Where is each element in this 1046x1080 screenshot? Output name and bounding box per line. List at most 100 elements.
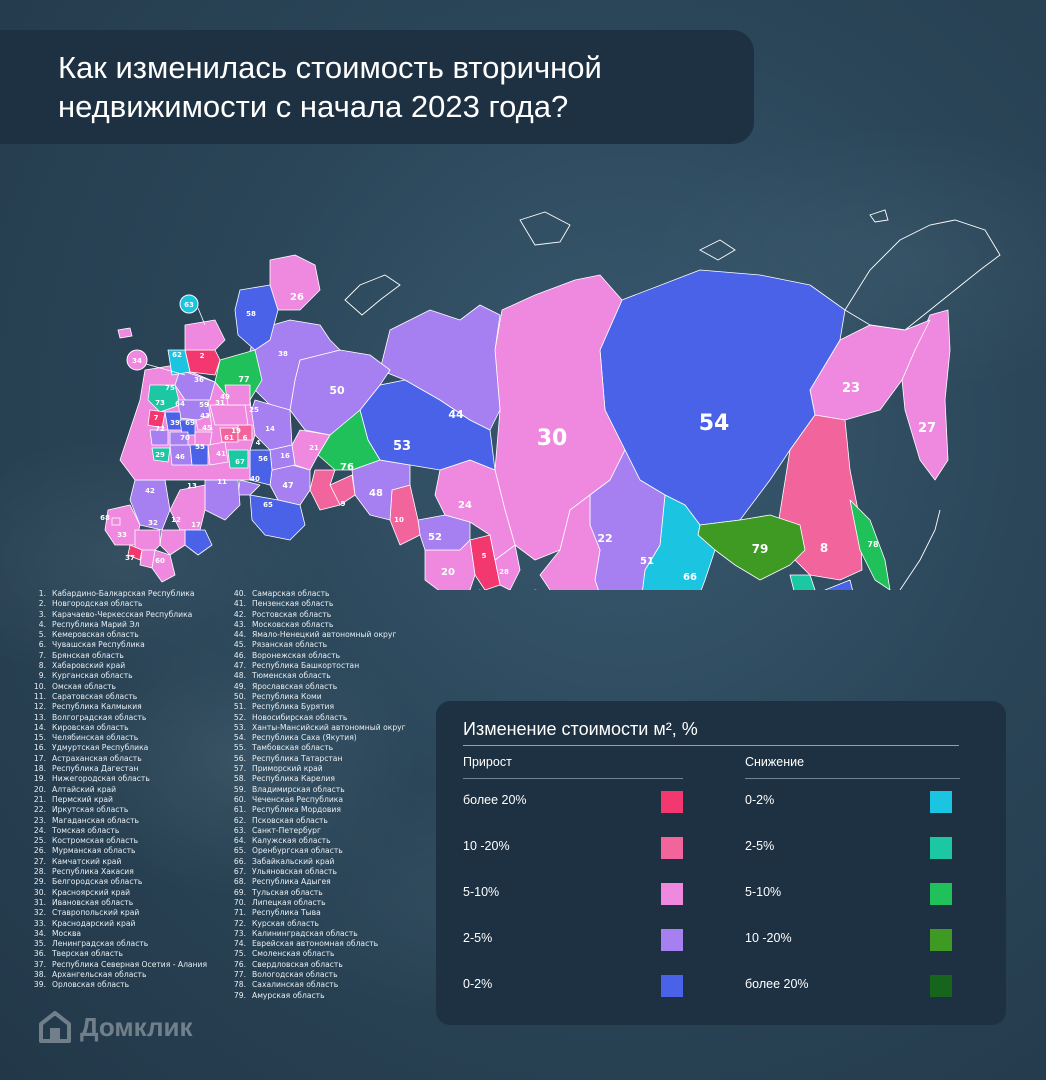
label-58: 58	[246, 310, 256, 318]
region-name: Амурская область	[252, 990, 325, 1000]
region-name: Астраханская область	[52, 753, 142, 763]
region-name: Брянская область	[52, 650, 124, 660]
region-name: Алтайский край	[52, 784, 117, 794]
region-name: Ставропольский край	[52, 908, 140, 918]
wrangel-outline	[869, 209, 889, 223]
region-name: Ленинградская область	[52, 939, 149, 949]
region-61[interactable]	[219, 427, 239, 443]
region-number: 20.	[33, 784, 46, 794]
region-35[interactable]	[184, 319, 226, 351]
region-57[interactable]	[815, 579, 860, 590]
region-name: Челябинская область	[52, 733, 139, 743]
region-list-item: 74. Еврейская автономная область	[232, 939, 406, 949]
region-name: Курганская область	[52, 671, 133, 681]
region-72[interactable]	[149, 429, 169, 446]
region-65[interactable]	[249, 494, 306, 541]
region-list-item: 39. Орловская область	[32, 980, 207, 990]
region-44[interactable]	[379, 304, 501, 431]
region-name: Новгородская область	[52, 599, 143, 609]
region-60[interactable]	[139, 549, 156, 569]
region-number: 1.	[38, 589, 46, 598]
region-62[interactable]	[167, 349, 191, 376]
legend-divider	[463, 745, 959, 746]
region-70[interactable]	[169, 431, 189, 446]
region-22[interactable]	[539, 494, 605, 590]
region-number: 61.	[233, 805, 246, 815]
region-67[interactable]	[227, 449, 249, 469]
region-74[interactable]	[789, 574, 816, 590]
label-67: 67	[235, 458, 245, 466]
label-55: 55	[195, 443, 205, 451]
legend-swatch	[661, 929, 683, 951]
region-12[interactable]	[159, 529, 186, 556]
region-25[interactable]	[224, 384, 251, 406]
region-list-item: 2. Новгородская область	[32, 599, 207, 609]
region-name: Чувашская Республика	[52, 640, 145, 650]
region-68[interactable]	[111, 517, 121, 526]
region-52[interactable]	[417, 514, 471, 551]
label-28: 28	[499, 568, 509, 576]
region-list-item: 50. Республика Коми	[232, 692, 406, 702]
label-2: 2	[200, 352, 205, 360]
region-number: 10.	[33, 681, 46, 691]
region-11[interactable]	[204, 479, 241, 521]
region-name: Свердловская область	[252, 959, 343, 969]
region-list-item: 33. Краснодарский край	[32, 919, 207, 929]
region-7[interactable]	[147, 409, 166, 429]
region-number: 3.	[38, 609, 46, 619]
label-46: 46	[175, 453, 185, 461]
region-list-item: 61. Республика Мордовия	[232, 805, 406, 815]
new-siberia-outline	[699, 239, 736, 261]
legend-growth-heading: Прирост	[463, 755, 512, 769]
region-18[interactable]	[151, 549, 176, 583]
label-41: 41	[216, 450, 226, 458]
callout-34	[126, 349, 148, 371]
region-75[interactable]	[147, 384, 181, 413]
region-name: Московская область	[252, 619, 334, 629]
region-45[interactable]	[194, 431, 213, 446]
region-29[interactable]	[151, 447, 171, 463]
region-number: 74.	[233, 939, 246, 949]
region-37[interactable]	[127, 544, 143, 561]
label-4: 4	[256, 439, 261, 447]
region-number: 14.	[33, 722, 46, 732]
region-number: 43.	[233, 619, 246, 629]
region-name: Курская область	[252, 918, 320, 928]
region-list-item: 15. Челябинская область	[32, 733, 207, 743]
region-name: Владимирская область	[252, 784, 345, 794]
region-47[interactable]	[269, 464, 311, 506]
label-39: 39	[170, 419, 180, 427]
region-17[interactable]	[184, 529, 213, 556]
region-name: Москва	[52, 928, 82, 938]
legend-item-label: 2-5%	[463, 931, 493, 945]
region-list-item: 25. Костромская область	[32, 836, 207, 846]
region-list-item: 78. Сахалинская область	[232, 980, 406, 990]
title-line-2: недвижимости с начала 2023 года?	[58, 89, 569, 124]
region-name: Ханты-Мансийский автономный округ	[252, 722, 406, 732]
label-52: 52	[428, 532, 442, 543]
region-number: 57.	[233, 764, 246, 774]
region-41[interactable]	[207, 441, 229, 466]
region-76[interactable]	[317, 409, 381, 471]
region-19[interactable]	[209, 404, 249, 426]
region-name: Республика Коми	[252, 691, 322, 701]
region-73[interactable]	[117, 327, 133, 339]
label-26: 26	[290, 292, 304, 303]
region-10[interactable]	[389, 484, 421, 546]
region-58[interactable]	[234, 284, 279, 351]
label-50: 50	[329, 384, 345, 397]
label-37: 37	[125, 554, 135, 562]
label-11: 11	[217, 478, 227, 486]
brand-name: Домклик	[80, 1011, 193, 1042]
region-name: Волгоградская область	[52, 712, 147, 722]
region-list-item: 70. Липецкая область	[232, 898, 406, 908]
region-78[interactable]	[849, 499, 891, 590]
region-number: 69.	[233, 887, 246, 897]
label-43: 43	[200, 412, 210, 420]
legend-swatch	[661, 791, 683, 813]
region-name: Республика Мордовия	[252, 805, 341, 815]
region-list-right: 40. Самарская область 41. Пензенская област…	[232, 589, 406, 1001]
region-list-item: 37. Республика Северная Осетия - Алания	[32, 960, 207, 970]
region-name: Сахалинская область	[252, 980, 339, 990]
brand-logo: Домклик	[38, 1010, 192, 1044]
